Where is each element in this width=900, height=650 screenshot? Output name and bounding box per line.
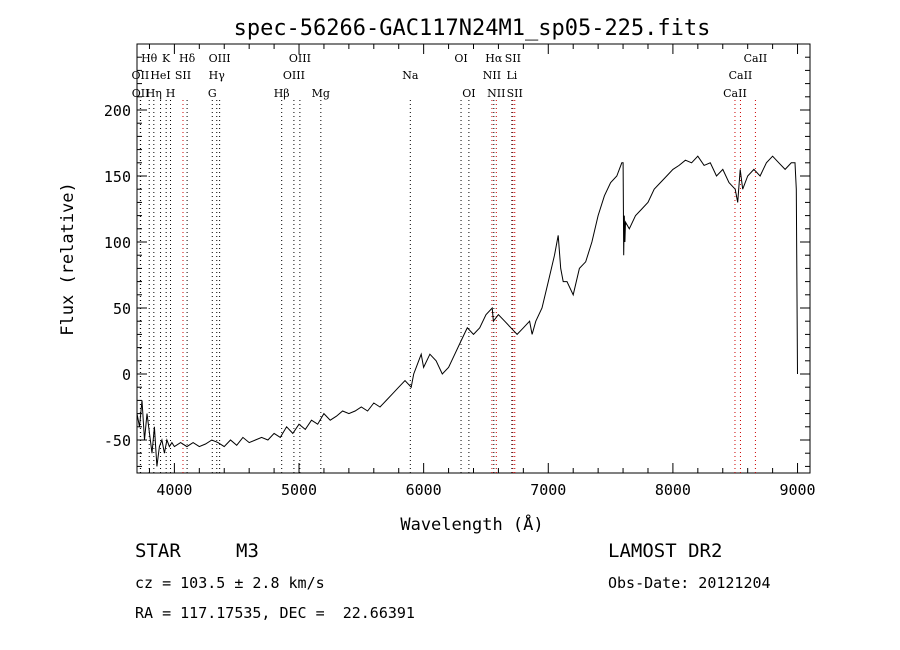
line-marker-label: OIII — [289, 52, 311, 65]
y-tick-label: 150 — [104, 168, 131, 186]
line-marker-label: SII — [507, 87, 523, 100]
line-marker-label: CaII — [723, 87, 747, 100]
y-axis-label: Flux (relative) — [58, 182, 78, 336]
line-marker-label: Hθ — [141, 52, 158, 65]
line-marker-label: OII — [132, 87, 150, 100]
x-axis-label: Wavelength (Å) — [400, 513, 543, 535]
line-marker-label: OIII — [209, 52, 231, 65]
plot-frame — [136, 43, 811, 474]
redshift-velocity: cz = 103.5 ± 2.8 km/s — [135, 574, 325, 592]
line-marker-label: OII — [132, 69, 150, 82]
x-tick-label: 7000 — [530, 481, 566, 499]
spectrum-series — [136, 155, 798, 467]
y-tick-label: 50 — [113, 300, 131, 318]
y-tick-label: 200 — [104, 102, 131, 120]
y-tick-label: -50 — [104, 432, 131, 450]
line-marker-label: OI — [462, 87, 475, 100]
x-tick-label: 4000 — [156, 481, 192, 499]
object-type: STAR — [135, 540, 181, 562]
line-marker-label: Li — [506, 69, 517, 82]
series-line-0 — [136, 155, 798, 467]
x-tick-label: 8000 — [655, 481, 691, 499]
line-marker-label: Hα — [485, 52, 503, 65]
line-marker-label: NII — [487, 87, 505, 100]
line-marker-label: SII — [175, 69, 191, 82]
line-marker-label: G — [208, 87, 217, 100]
x-tick-label: 5000 — [281, 481, 317, 499]
line-marker-label: Hγ — [209, 69, 226, 82]
y-tick-label: 100 — [104, 234, 131, 252]
line-marker-label: K — [162, 52, 171, 65]
line-marker-label: Na — [402, 69, 419, 82]
x-tick-label: 9000 — [779, 481, 815, 499]
y-axis: -50 0 50 100 150 200 — [104, 43, 810, 467]
line-marker-label: Hδ — [179, 52, 196, 65]
object-subclass: M3 — [236, 540, 259, 562]
x-axis: 4000 5000 6000 7000 8000 9000 — [148, 44, 816, 499]
line-marker-label: Hβ — [274, 87, 290, 100]
line-marker-label: SII — [505, 52, 521, 65]
survey-name: LAMOST DR2 — [608, 540, 723, 562]
line-marker-label: Mg — [312, 87, 330, 100]
observation-date: Obs-Date: 20121204 — [608, 574, 771, 592]
line-marker-label: H — [166, 87, 176, 100]
line-marker-label: OI — [454, 52, 467, 65]
line-marker-label: HeI — [150, 69, 170, 82]
line-marker-label: Hη — [146, 87, 162, 100]
line-marker-label: NII — [483, 69, 501, 82]
x-tick-label: 6000 — [406, 481, 442, 499]
chart-title: spec-56266-GAC117N24M1_sp05-225.fits — [234, 16, 711, 41]
line-marker-label: CaII — [729, 69, 753, 82]
line-marker-label: OIII — [283, 69, 305, 82]
line-marker-label: CaII — [744, 52, 768, 65]
y-tick-label: 0 — [122, 366, 131, 384]
coordinates: RA = 117.17535, DEC = 22.66391 — [135, 604, 415, 622]
